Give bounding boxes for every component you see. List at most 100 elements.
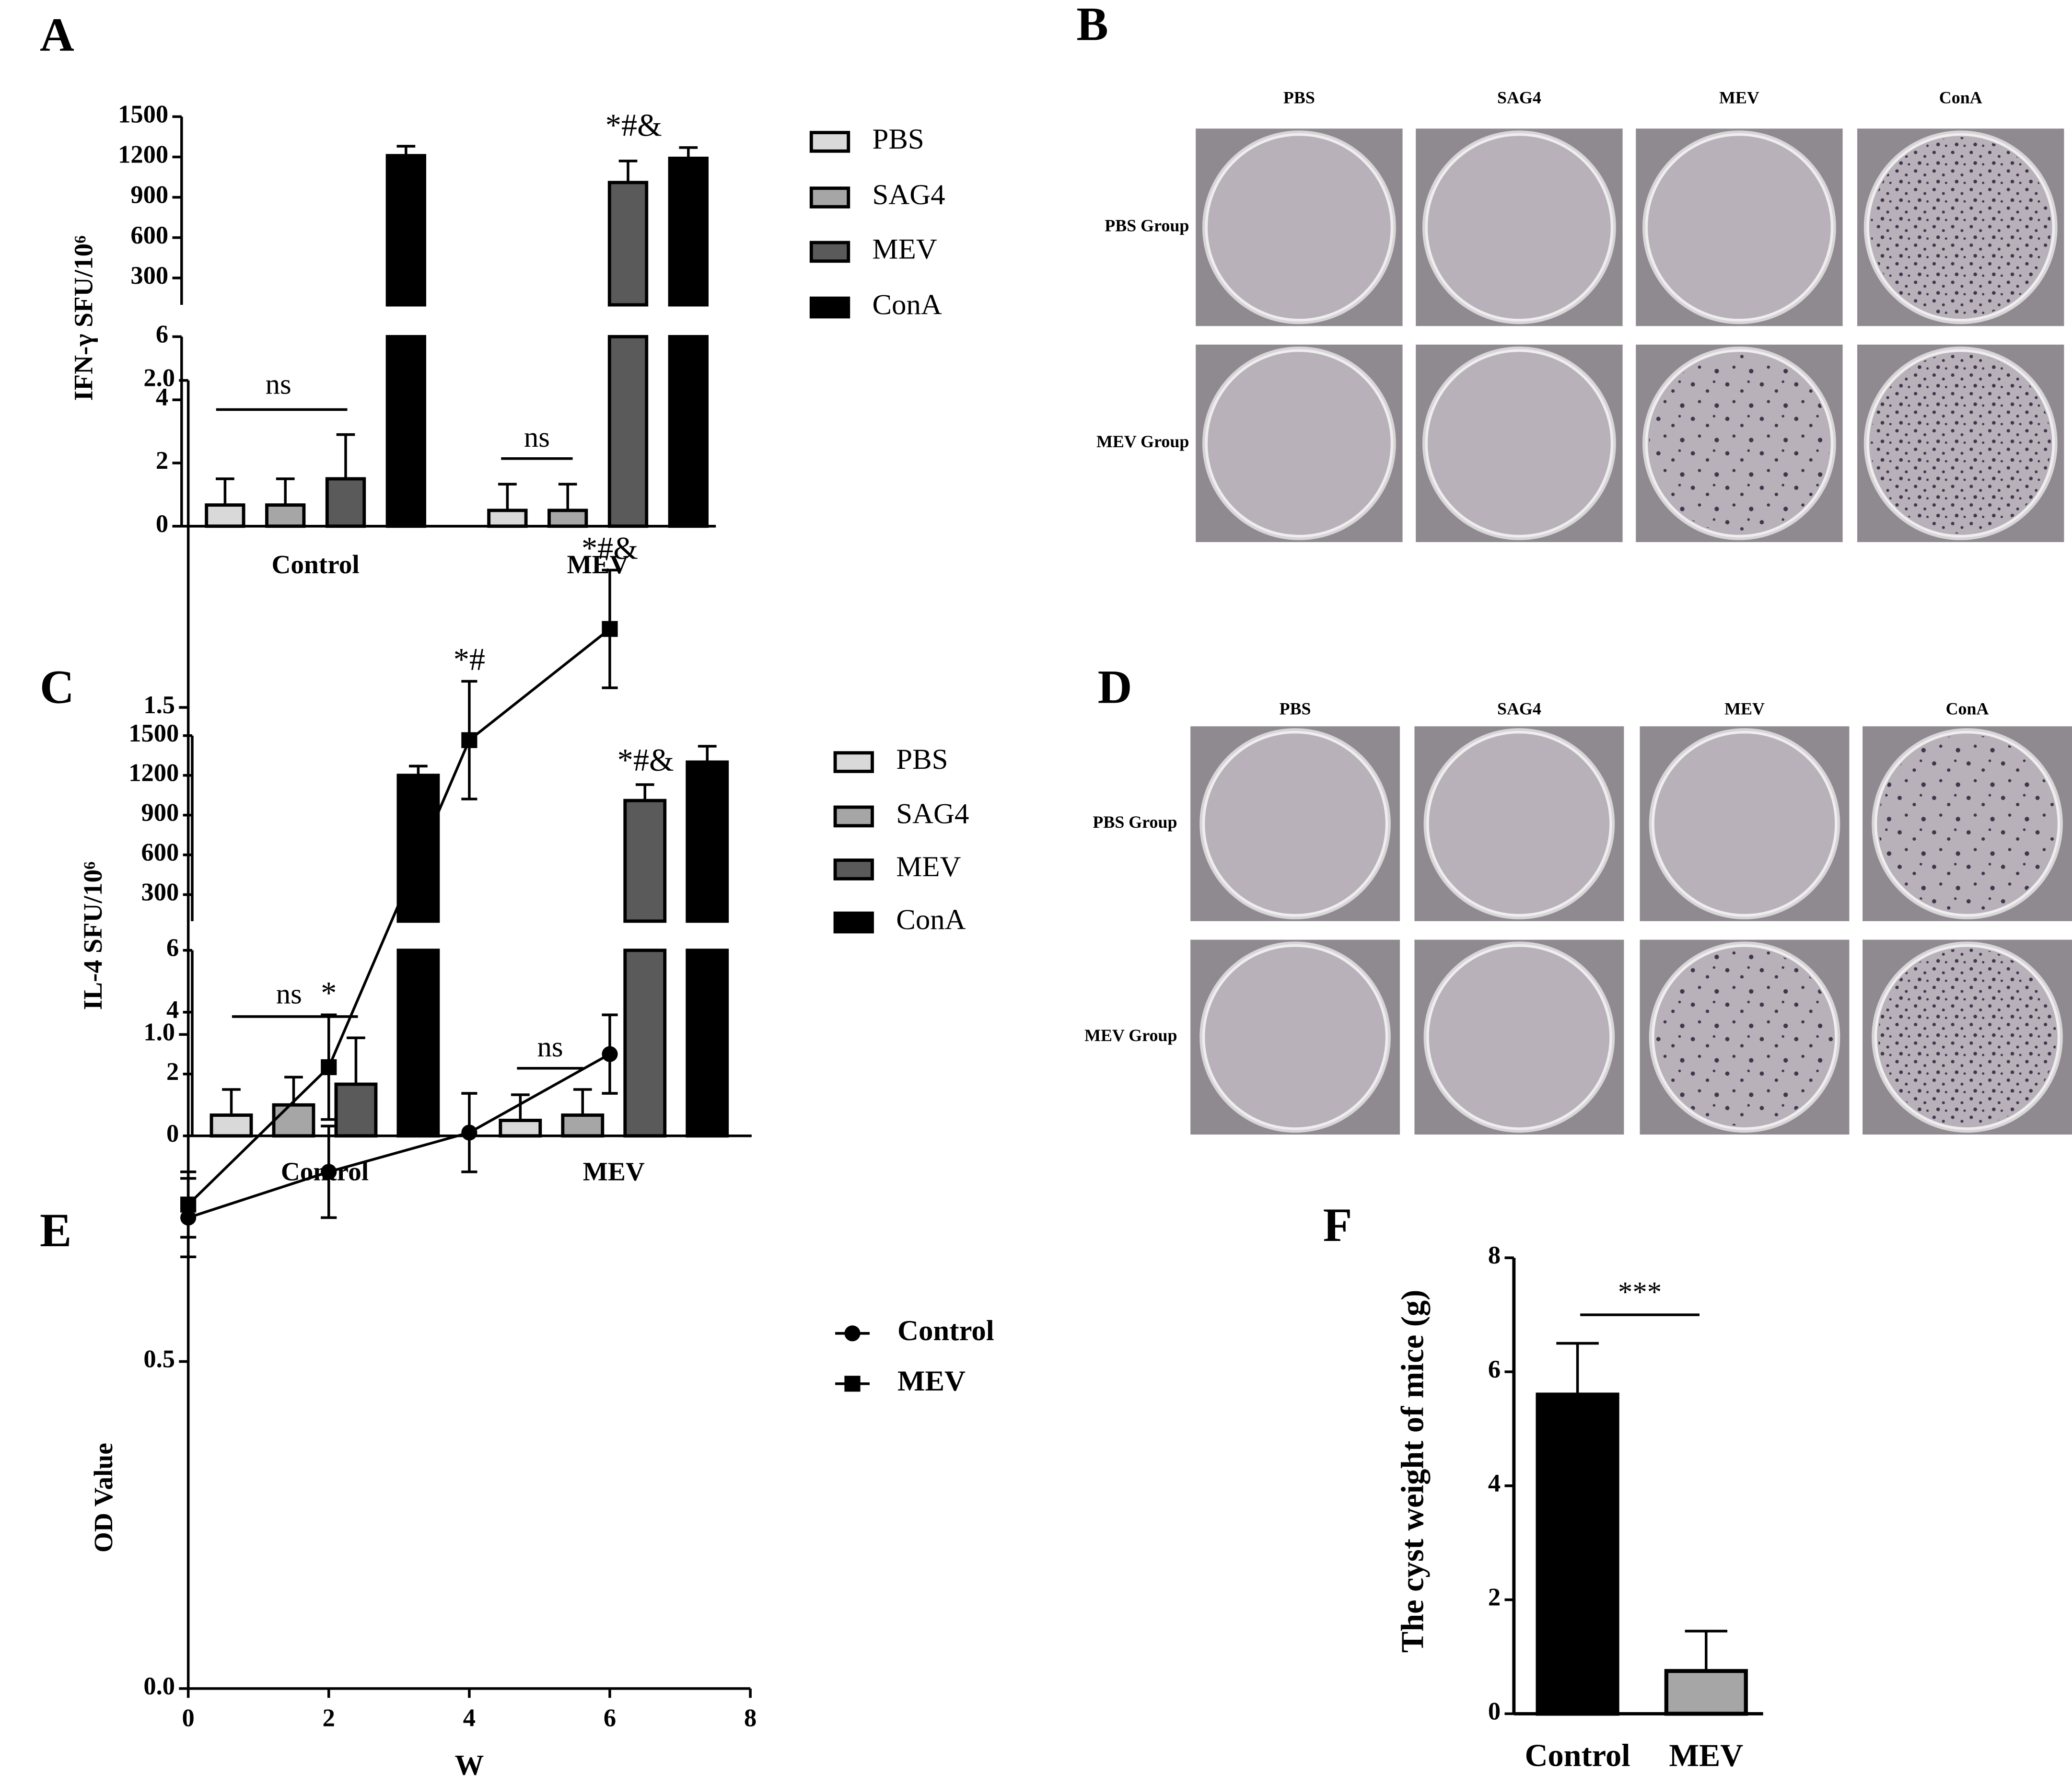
bar-upper (396, 774, 440, 923)
y-tick-label: 6 (156, 320, 168, 348)
x-axis-label: W (454, 1749, 484, 1782)
bar-lower (686, 949, 729, 1138)
column-label: MEV (1719, 88, 1759, 107)
bar (686, 760, 729, 1138)
well-image (1640, 726, 1850, 921)
marker (180, 1196, 197, 1213)
x-tick-label: 6 (604, 1704, 616, 1732)
y-tick-label: 4 (1488, 1470, 1501, 1497)
y-tick-label: 300 (141, 879, 179, 906)
y-tick-label: 2 (1488, 1584, 1501, 1611)
panel-letter: D (1098, 660, 1132, 713)
annotation: *#& (605, 108, 662, 143)
marker (844, 1325, 861, 1342)
well-image (1857, 128, 2064, 326)
y-tick-label: 1200 (128, 759, 179, 787)
bar (607, 181, 649, 528)
bar-body (210, 1113, 253, 1138)
column-label: SAG4 (1497, 699, 1541, 718)
x-tick-label: MEV (567, 550, 629, 579)
legend-label: PBS (872, 123, 924, 155)
column-label: ConA (1946, 699, 1989, 718)
error-bar (618, 160, 638, 183)
well (1202, 730, 1388, 917)
bar-body (487, 509, 528, 528)
error-bar (698, 745, 717, 763)
legend-label: PBS (896, 743, 948, 776)
well-spots (1870, 353, 2051, 534)
y-tick-label: 4 (166, 996, 179, 1024)
x-tick-label: MEV (583, 1157, 645, 1186)
well (1645, 133, 1834, 322)
well-spots (1870, 137, 2051, 318)
bar-body (205, 503, 245, 528)
well-spots (1878, 735, 2057, 913)
y-axis-label: The cyst weight of mice (g) (1395, 1290, 1430, 1653)
bar-lower (607, 335, 649, 528)
legend-label: MEV (896, 851, 961, 883)
x-tick-label: 8 (744, 1704, 757, 1732)
y-tick-label: 2 (156, 447, 168, 475)
bar (265, 503, 306, 528)
legend-swatch (809, 186, 850, 209)
legend-swatch (833, 805, 874, 828)
well-image (1416, 128, 1623, 326)
marker (844, 1376, 861, 1392)
y-tick-label: 1.5 (143, 691, 175, 719)
column-label: ConA (1939, 88, 1982, 107)
bar-body (499, 1119, 542, 1138)
x-tick-label: 0 (182, 1704, 195, 1732)
bar (623, 799, 667, 1138)
annotation: ns (276, 978, 302, 1010)
error-bar (276, 477, 295, 505)
well-spots (1649, 353, 1830, 534)
y-axis-label: IL-4 SFU/10⁶ (78, 861, 107, 1010)
bar (547, 509, 588, 528)
bar (385, 154, 427, 528)
bar-upper (607, 181, 649, 307)
error-bar (1556, 1342, 1599, 1395)
bar-upper (623, 799, 667, 923)
error-bar (409, 765, 428, 776)
bar-lower (668, 335, 709, 528)
well-image (1636, 128, 1843, 326)
error-bar (222, 1088, 241, 1115)
error-bar (679, 146, 698, 159)
y-tick-label: 2 (166, 1058, 179, 1086)
column-label: MEV (1724, 699, 1765, 718)
error-bar (336, 433, 355, 479)
well (1426, 730, 1612, 917)
error-bar (216, 477, 234, 505)
bar-lower (623, 949, 667, 1138)
bar (668, 156, 709, 528)
panel-letter: B (1076, 0, 1108, 51)
column-label: PBS (1280, 699, 1311, 718)
legend-label: SAG4 (896, 798, 969, 830)
well-image (1190, 939, 1400, 1135)
bar (561, 1113, 605, 1138)
well-image (1862, 726, 2072, 921)
annotation: *#& (617, 743, 674, 778)
error-bar (511, 1093, 530, 1121)
error-bar (635, 783, 654, 801)
legend-swatch (833, 751, 874, 773)
bar (334, 1082, 378, 1138)
bar (487, 509, 528, 528)
y-tick-label: 0.0 (143, 1672, 175, 1700)
well (1652, 730, 1838, 917)
series-line (187, 1053, 611, 1219)
y-tick-label: 4 (156, 383, 168, 411)
legend-label: ConA (896, 904, 966, 936)
bar-body (325, 477, 366, 528)
x-tick-label: MEV (1669, 1738, 1743, 1773)
bar (499, 1119, 542, 1138)
legend-swatch (809, 131, 850, 153)
error-bar (347, 1036, 365, 1085)
legend-label: SAG4 (872, 179, 945, 211)
bar-upper (668, 156, 709, 307)
annotation: * (321, 976, 337, 1011)
column-label: SAG4 (1497, 88, 1541, 107)
y-tick-label: 900 (141, 799, 179, 827)
error-bar (1685, 1630, 1728, 1671)
